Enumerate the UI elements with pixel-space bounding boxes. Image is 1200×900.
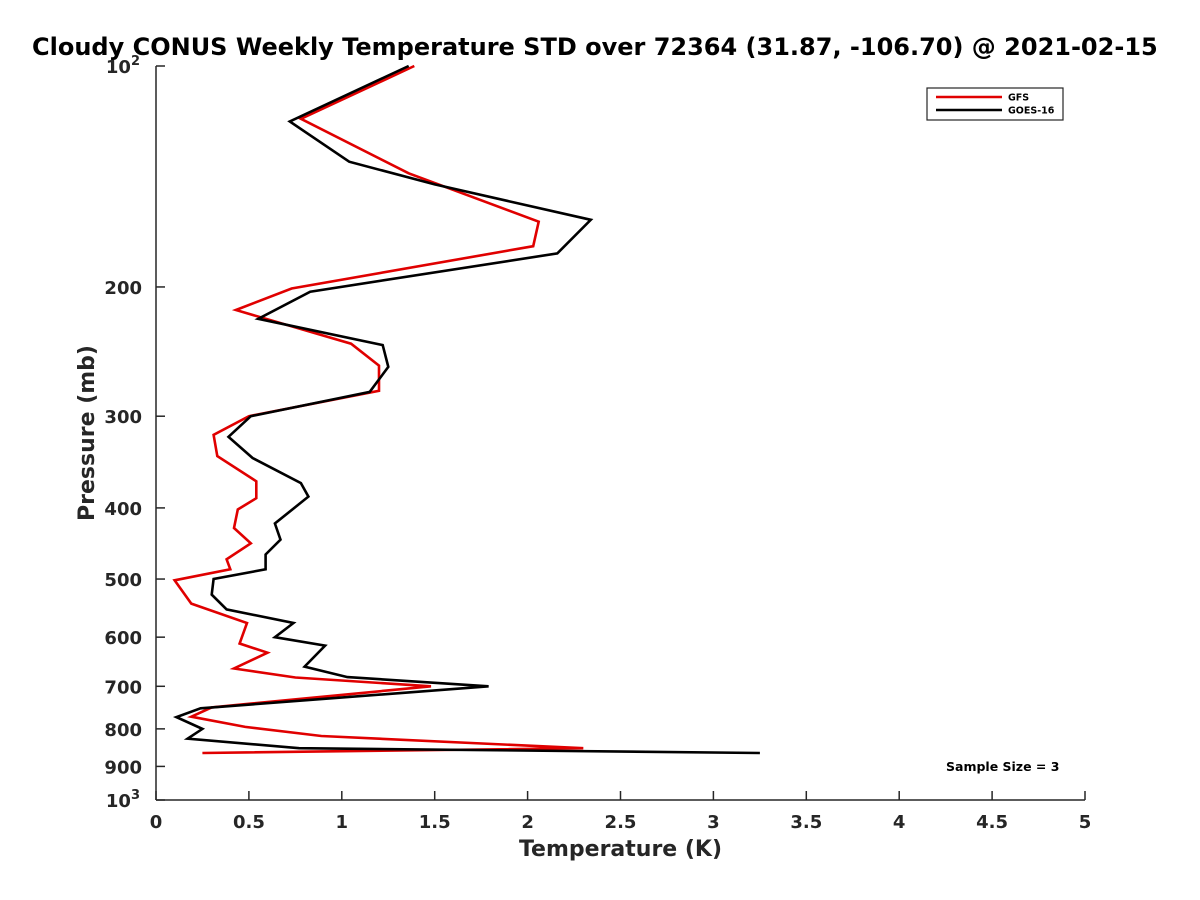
x-tick-label: 0.5 bbox=[233, 812, 265, 833]
sample-size-annotation: Sample Size = 3 bbox=[946, 759, 1059, 774]
x-tick-label: 4 bbox=[893, 812, 906, 833]
y-tick-label: 102 bbox=[106, 54, 140, 78]
x-tick-label: 1 bbox=[336, 812, 349, 833]
y-tick-label: 800 bbox=[104, 720, 142, 741]
y-tick-label: 200 bbox=[104, 278, 142, 299]
y-tick-label: 900 bbox=[104, 757, 142, 778]
y-tick-label: 600 bbox=[104, 628, 142, 649]
x-tick-label: 1.5 bbox=[419, 812, 451, 833]
legend: GFS GOES-16 bbox=[926, 87, 1064, 121]
legend-label-gfs: GFS bbox=[1008, 93, 1029, 104]
x-tick-label: 0 bbox=[150, 812, 163, 833]
legend-box bbox=[926, 87, 1064, 121]
x-tick-label: 4.5 bbox=[976, 812, 1008, 833]
y-tick-label: 700 bbox=[104, 677, 142, 698]
y-tick-label: 300 bbox=[104, 407, 142, 428]
x-tick-label: 5 bbox=[1079, 812, 1092, 833]
x-tick-label: 3 bbox=[707, 812, 720, 833]
series-line-gfs bbox=[172, 64, 584, 755]
legend-label-goes-16: GOES-16 bbox=[1008, 106, 1055, 117]
series-layer bbox=[172, 64, 760, 755]
x-tick-label: 2.5 bbox=[605, 812, 637, 833]
y-tick-label: 103 bbox=[106, 788, 140, 812]
x-tick-label: 2 bbox=[521, 812, 534, 833]
y-axis-label: Pressure (mb) bbox=[75, 345, 100, 521]
y-tick-label: 500 bbox=[104, 570, 142, 591]
y-tick-label: 400 bbox=[104, 499, 142, 520]
axes-layer: 0 0.5 1 1.5 2 2.5 3 3.5 4 4.5 5 102 200 300 400 500 600 7… bbox=[104, 54, 1091, 833]
chart-title: Cloudy CONUS Weekly Temperature STD over… bbox=[32, 33, 1158, 61]
x-tick-label: 3.5 bbox=[790, 812, 822, 833]
x-axis-label: Temperature (K) bbox=[519, 837, 722, 862]
series-line-goes-16 bbox=[172, 64, 760, 755]
